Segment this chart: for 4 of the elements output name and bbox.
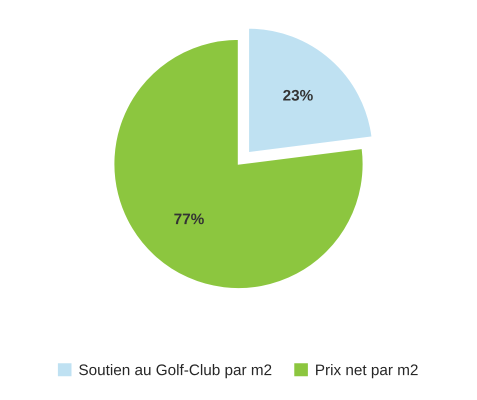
data-label: 77% [174,213,204,224]
legend-label: Prix net par m2 [316,364,418,378]
legend-label: Soutien au Golf-Club par m2 [79,364,272,378]
data-label: 23% [283,90,313,101]
